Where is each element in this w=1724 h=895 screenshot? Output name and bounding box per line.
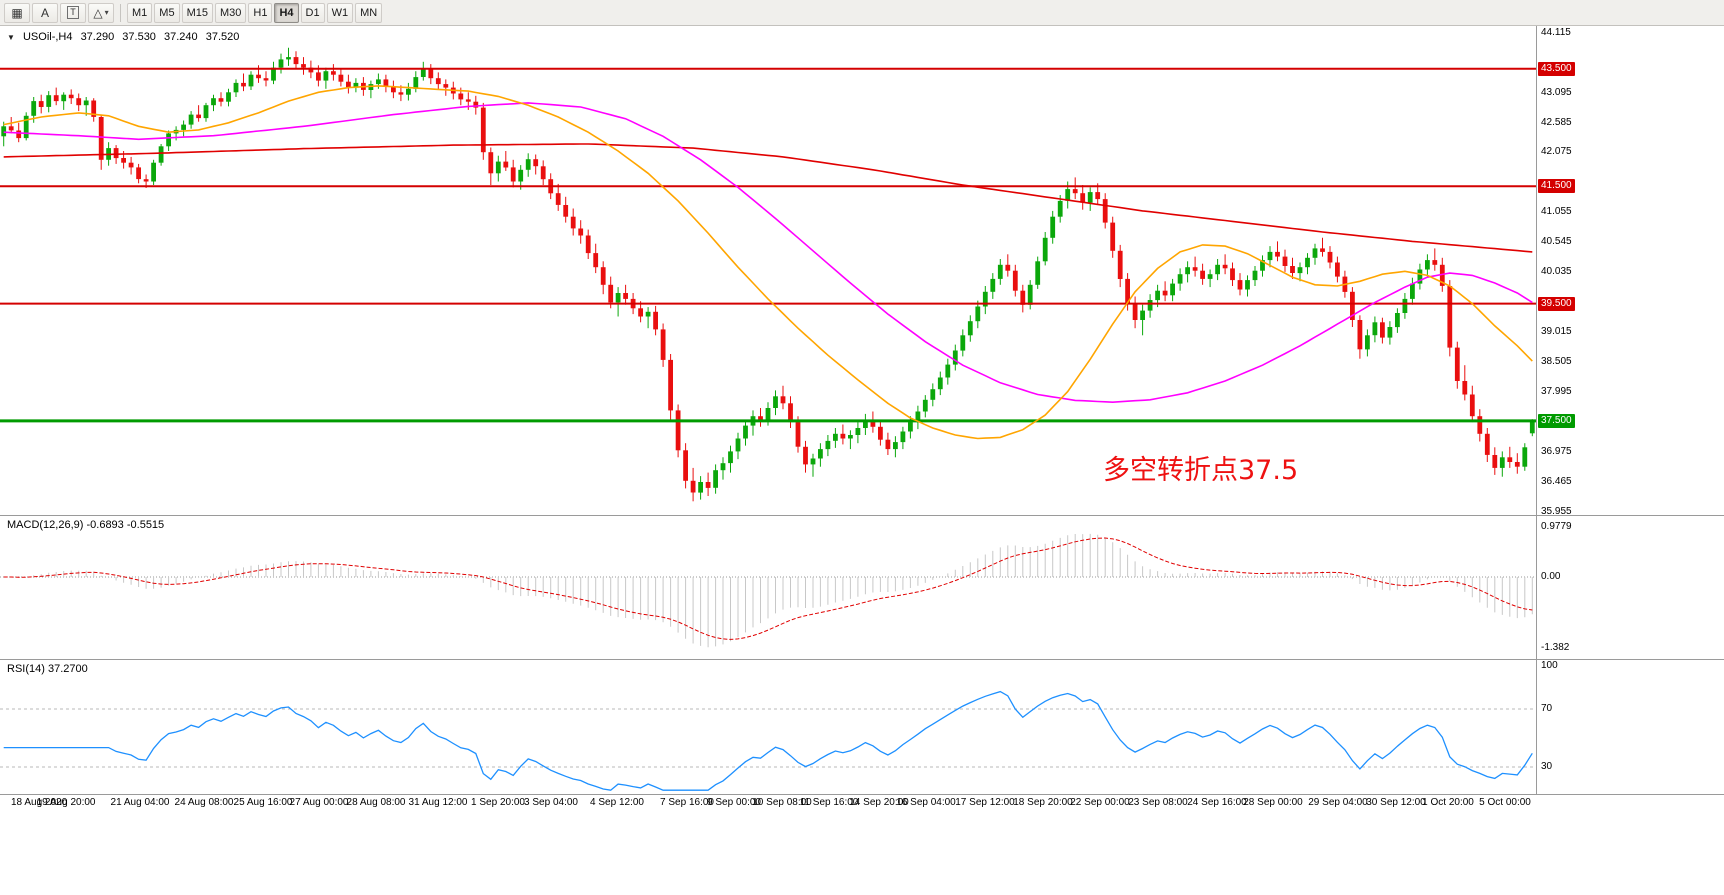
price-line-badge: 39.500 (1538, 297, 1575, 311)
price-tick: 36.465 (1541, 476, 1572, 487)
chart-info-line: ▼ USOil-,H4 37.290 37.530 37.240 37.520 (7, 31, 244, 43)
time-tick: 7 Sep 16:00 (660, 797, 714, 808)
time-tick: 17 Sep 12:00 (955, 797, 1015, 808)
time-tick: 30 Sep 12:00 (1366, 797, 1426, 808)
rsi-pane (0, 690, 1536, 791)
rsi-tick: 30 (1541, 761, 1553, 772)
time-tick: 22 Sep 00:00 (1070, 797, 1130, 808)
time-tick: 1 Sep 20:00 (471, 797, 525, 808)
price-tick: 42.075 (1541, 146, 1572, 157)
macd-tick: 0.00 (1541, 571, 1561, 582)
time-tick: 31 Aug 12:00 (408, 797, 468, 808)
rsi-tick: 100 (1541, 660, 1558, 671)
ohlc-open: 37.290 (80, 31, 115, 43)
rsi-tick: 70 (1541, 703, 1553, 714)
timeframe-toolbar: M1 M5 M15 M30 H1 H4 D1 W1 MN (126, 2, 383, 23)
price-line-badge: 41.500 (1538, 179, 1575, 193)
macd-value: -0.6893 (86, 519, 124, 531)
chart-annotation: 多空转折点37.5 (1103, 455, 1299, 486)
rsi-label: RSI(14) (7, 663, 45, 675)
chart-canvas[interactable] (0, 26, 1536, 795)
macd-panel-title: MACD(12,26,9) -0.6893 -0.5515 (7, 519, 164, 531)
time-tick: 29 Sep 04:00 (1308, 797, 1368, 808)
timeframe-button-mn[interactable]: MN (355, 2, 383, 23)
macd-tick: 0.9779 (1541, 521, 1572, 532)
time-tick: 4 Sep 12:00 (590, 797, 644, 808)
timeframe-button-w1[interactable]: W1 (326, 2, 354, 23)
rsi-panel-title: RSI(14) 37.2700 (7, 663, 88, 675)
price-line-badge: 37.500 (1538, 414, 1575, 428)
time-tick: 21 Aug 04:00 (110, 797, 170, 808)
text-box-icon[interactable]: T (60, 2, 86, 23)
symbol-dropdown-icon[interactable]: ▼ (7, 33, 15, 42)
time-tick: 10 Sep 08:00 (752, 797, 812, 808)
pane-separator[interactable] (0, 794, 1724, 795)
ohlc-close: 37.520 (205, 31, 240, 43)
toolbar: ▦ A T △ ▾ M1 M5 M15 M30 H1 H4 D1 W1 MN (0, 0, 1724, 26)
price-tick: 43.095 (1541, 87, 1572, 98)
time-tick: 9 Sep 00:00 (707, 797, 761, 808)
timeframe-button-m1[interactable]: M1 (127, 2, 153, 23)
price-tick: 38.505 (1541, 356, 1572, 367)
price-tick: 44.115 (1541, 27, 1571, 38)
macd-pane (0, 533, 1536, 648)
timeframe-button-d1[interactable]: D1 (300, 2, 325, 23)
macd-label: MACD(12,26,9) (7, 519, 84, 531)
price-line-badge: 43.500 (1538, 62, 1575, 76)
price-tick: 39.015 (1541, 326, 1572, 337)
macd-signal-value: -0.5515 (126, 519, 165, 531)
ohlc-high: 37.530 (122, 31, 156, 43)
time-tick: 11 Sep 16:00 (799, 797, 859, 808)
time-tick: 23 Sep 08:00 (1128, 797, 1188, 808)
dropdown-caret-icon: ▾ (104, 8, 109, 17)
time-tick: 25 Aug 16:00 (233, 797, 293, 808)
symbol-timeframe-label: USOil-,H4 (22, 31, 73, 43)
time-tick: 16 Sep 04:00 (896, 797, 956, 808)
toolbar-separator (120, 3, 121, 22)
time-tick: 3 Sep 04:00 (524, 797, 578, 808)
timeframe-button-m5[interactable]: M5 (154, 2, 180, 23)
time-tick: 14 Sep 20:00 (849, 797, 909, 808)
price-tick: 40.035 (1541, 266, 1572, 277)
text-label-icon[interactable]: A (32, 2, 58, 23)
time-tick: 1 Oct 20:00 (1422, 797, 1474, 808)
rsi-value: 37.2700 (47, 663, 88, 675)
chart-area[interactable] (0, 26, 1536, 795)
price-tick: 41.055 (1541, 206, 1572, 217)
time-tick: 24 Aug 08:00 (174, 797, 234, 808)
price-tick: 42.585 (1541, 117, 1572, 128)
pane-separator[interactable] (0, 515, 1724, 516)
pane-separator[interactable] (0, 659, 1724, 660)
time-tick: 5 Oct 00:00 (1479, 797, 1531, 808)
price-pane (0, 47, 1536, 502)
axis-separator (1536, 26, 1537, 795)
time-tick: 19 Aug 20:00 (36, 797, 96, 808)
timeframe-button-h1[interactable]: H1 (248, 2, 273, 23)
price-tick: 35.955 (1541, 506, 1572, 517)
macd-tick: -1.382 (1541, 642, 1570, 653)
drawing-tools-icon[interactable]: △ ▾ (88, 2, 114, 23)
charts-grid-icon[interactable]: ▦ (4, 2, 30, 23)
drawing-toolbar: ▦ A T △ ▾ (3, 2, 115, 23)
timeframe-button-m30[interactable]: M30 (214, 2, 247, 23)
time-tick: 24 Sep 16:00 (1187, 797, 1247, 808)
timeframe-button-h4[interactable]: H4 (274, 2, 299, 23)
ohlc-low: 37.240 (164, 31, 198, 43)
timeframe-button-m15[interactable]: M15 (181, 2, 213, 23)
time-tick: 28 Aug 08:00 (346, 797, 406, 808)
time-tick: 18 Aug 2020 (11, 797, 68, 808)
time-tick: 28 Sep 00:00 (1243, 797, 1303, 808)
price-tick: 40.545 (1541, 236, 1572, 247)
price-tick: 37.995 (1541, 386, 1572, 397)
time-tick: 27 Aug 00:00 (289, 797, 349, 808)
price-tick: 36.975 (1541, 446, 1572, 457)
time-tick: 18 Sep 20:00 (1013, 797, 1073, 808)
